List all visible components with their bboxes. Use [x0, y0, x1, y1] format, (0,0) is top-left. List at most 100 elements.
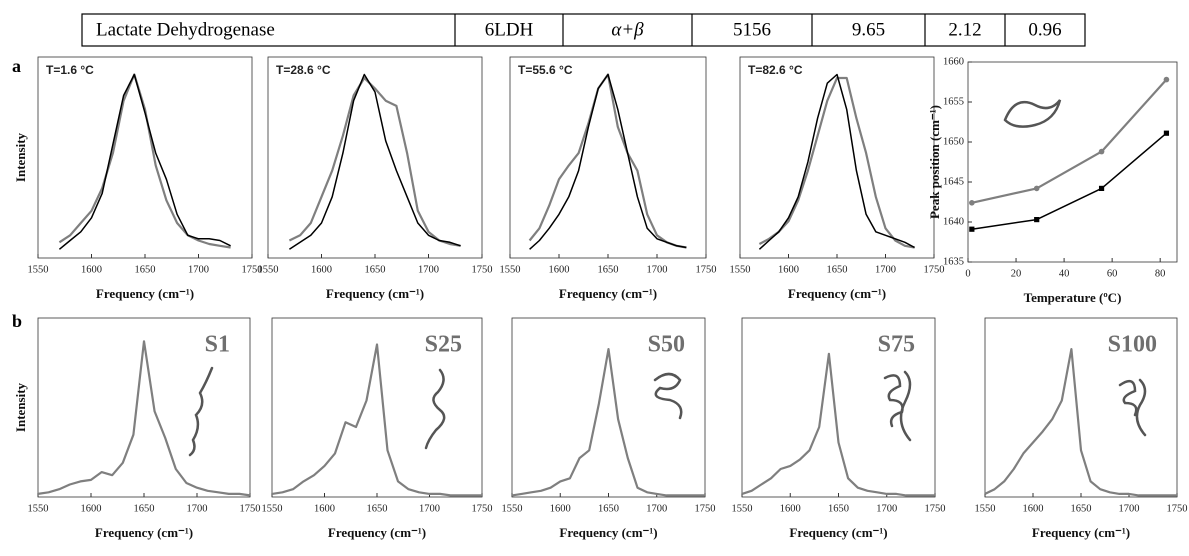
x-tick-label: 1750: [1167, 503, 1188, 514]
table-frame: [81, 13, 1086, 47]
series-line: [971, 78, 1168, 204]
series-line: [58, 73, 231, 250]
table-cell: 9.65: [852, 19, 885, 40]
marker: [969, 226, 975, 232]
marker: [1033, 185, 1040, 192]
x-tick-label: 20: [1011, 268, 1022, 279]
y-tick-label: 1650: [943, 136, 964, 147]
x-tick-label: 40: [1059, 268, 1070, 279]
series-line: [758, 73, 915, 250]
structure-sketch: [653, 372, 683, 420]
x-axis-label: Frequency (cm⁻¹): [1032, 525, 1130, 540]
series-line: [37, 340, 251, 497]
x-tick-label: 1750: [472, 503, 493, 514]
structure-sketch: [424, 368, 446, 450]
x-axis-label: Frequency (cm⁻¹): [789, 525, 887, 540]
annotation: T=28.6 °C: [276, 63, 331, 77]
table-cell: Lactate Dehydrogenase: [96, 19, 275, 40]
marker: [1163, 76, 1170, 83]
annotation: S100: [1108, 332, 1157, 358]
x-tick-label: 60: [1107, 268, 1118, 279]
x-tick-label: 1600: [81, 503, 102, 514]
annotation: S25: [425, 332, 462, 358]
series-line: [529, 73, 687, 250]
x-tick-label: 1550: [500, 264, 521, 275]
x-tick-label: 1550: [28, 503, 49, 514]
series-line: [288, 76, 461, 247]
x-tick-label: 80: [1155, 268, 1166, 279]
x-tick-label: 1600: [780, 503, 801, 514]
x-tick-label: 1750: [695, 503, 716, 514]
y-tick-label: 1645: [943, 176, 964, 187]
x-axis-label: Temperature (ºC): [1024, 290, 1122, 305]
x-tick-label: 1750: [242, 264, 263, 275]
x-tick-label: 1550: [28, 264, 49, 275]
table-cell: 2.12: [948, 19, 981, 40]
y-axis-label: Intensity: [13, 382, 28, 432]
x-tick-label: 1700: [418, 264, 439, 275]
x-tick-label: 1700: [188, 264, 209, 275]
series-line: [511, 348, 705, 497]
structure-sketch: [1118, 378, 1147, 437]
annotation: T=55.6 °C: [518, 63, 573, 77]
x-axis-label: Frequency (cm⁻¹): [95, 525, 193, 540]
x-tick-label: 1600: [1023, 503, 1044, 514]
marker: [1098, 185, 1105, 191]
table-cell: 5156: [733, 19, 771, 40]
x-axis-label: Frequency (cm⁻¹): [788, 286, 886, 301]
x-tick-label: 1550: [262, 503, 283, 514]
structure-sketch: [883, 370, 912, 442]
marker: [1163, 130, 1170, 136]
marker: [969, 200, 975, 206]
annotation: S50: [648, 332, 685, 358]
x-tick-label: 1700: [646, 503, 667, 514]
y-tick-label: 1640: [943, 216, 964, 227]
x-tick-label: 1600: [311, 264, 332, 275]
x-tick-label: 1650: [135, 264, 156, 275]
x-tick-label: 1700: [187, 503, 208, 514]
x-tick-label: 1750: [696, 264, 717, 275]
y-axis-label: Intensity: [13, 132, 28, 182]
series-line: [984, 348, 1177, 497]
x-tick-label: 0: [965, 268, 970, 279]
marker: [1098, 148, 1105, 155]
structure-sketch: [188, 366, 214, 457]
table-cell: α+β: [611, 19, 644, 40]
x-tick-label: 1750: [240, 503, 261, 514]
x-axis-label: Frequency (cm⁻¹): [559, 525, 657, 540]
plot-frame: [967, 61, 1178, 263]
marker: [1034, 217, 1040, 223]
x-axis-label: Frequency (cm⁻¹): [328, 525, 426, 540]
series-line: [271, 343, 482, 497]
x-tick-label: 1550: [502, 503, 523, 514]
x-tick-label: 1600: [549, 264, 570, 275]
series-line: [758, 76, 915, 249]
plot-frame: [739, 56, 935, 259]
x-tick-label: 1700: [647, 264, 668, 275]
table-cell: 6LDH: [485, 19, 534, 40]
x-tick-label: 1700: [876, 503, 897, 514]
annotation: S75: [878, 332, 915, 358]
x-axis-label: Frequency (cm⁻¹): [96, 286, 194, 301]
x-tick-label: 1550: [730, 264, 751, 275]
y-tick-label: 1660: [943, 56, 964, 67]
x-tick-label: 1550: [258, 264, 279, 275]
x-tick-label: 1700: [875, 264, 896, 275]
x-tick-label: 1750: [924, 264, 945, 275]
y-tick-label: 1655: [943, 96, 964, 107]
y-tick-label: 1635: [943, 256, 964, 267]
x-tick-label: 1550: [975, 503, 996, 514]
panel-label: b: [12, 311, 22, 331]
x-tick-label: 1600: [550, 503, 571, 514]
table-cell: 0.96: [1028, 19, 1061, 40]
x-tick-label: 1650: [365, 264, 386, 275]
x-tick-label: 1650: [1071, 503, 1092, 514]
panel-label: a: [12, 56, 21, 76]
x-tick-label: 1550: [732, 503, 753, 514]
series-line: [971, 132, 1167, 230]
annotation: T=1.6 °C: [46, 63, 94, 77]
x-tick-label: 1600: [778, 264, 799, 275]
x-tick-label: 1650: [134, 503, 155, 514]
